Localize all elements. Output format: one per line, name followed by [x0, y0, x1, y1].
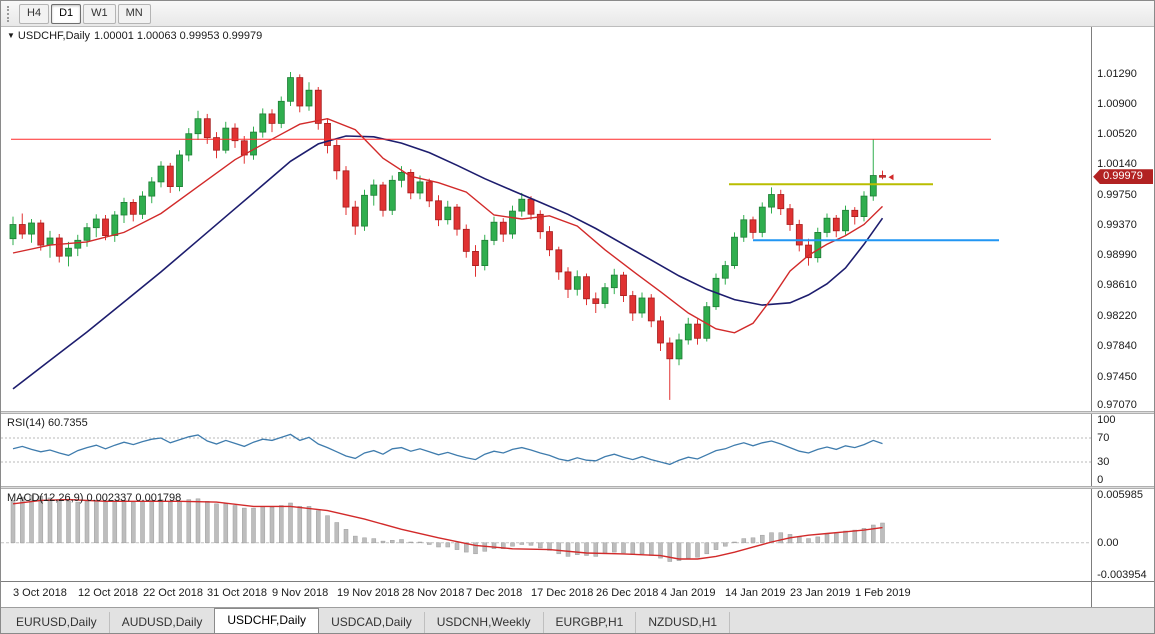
scale-label: 0.97070 — [1097, 399, 1137, 411]
chart-dropdown-icon[interactable]: ▼ — [7, 31, 15, 40]
candlestick-plot[interactable]: ▼ USDCHF,Daily 1.00001 1.00063 0.99953 0.9… — [1, 27, 1092, 411]
chart-region: ▼ USDCHF,Daily 1.00001 1.00063 0.99953 0.9… — [1, 27, 1154, 607]
rsi-pane: RSI(14) 60.7355 100 70 30 0 — [1, 414, 1154, 486]
pane-splitter-2[interactable] — [1, 486, 1154, 489]
chart-tab-usdchf-daily[interactable]: USDCHF,Daily — [214, 608, 320, 633]
scale-label: 0.99750 — [1097, 189, 1137, 202]
date-tick-label: 17 Dec 2018 — [531, 587, 594, 599]
scale-label: 0.97450 — [1097, 371, 1137, 384]
chart-tab-eurusd-daily[interactable]: EURUSD,Daily — [4, 612, 110, 633]
scale-label: 0.00 — [1097, 536, 1119, 549]
timeframe-toolbar: H4 D1 W1 MN — [1, 1, 1154, 27]
timeframe-button-w1[interactable]: W1 — [83, 3, 116, 24]
scale-label: 0.98220 — [1097, 310, 1137, 323]
date-tick-label: 14 Jan 2019 — [725, 587, 786, 599]
scale-label: 70 — [1097, 432, 1110, 444]
date-tick-label: 22 Oct 2018 — [143, 587, 203, 599]
scale-label: 1.01290 — [1097, 67, 1137, 80]
chart-tab-usdcad-daily[interactable]: USDCAD,Daily — [319, 612, 425, 633]
scale-label: 0.005985 — [1097, 489, 1143, 501]
date-labels: 3 Oct 2018 12 Oct 2018 22 Oct 2018 31 Oct 2… — [1, 582, 1091, 607]
date-tick-label: 3 Oct 2018 — [13, 587, 67, 599]
macd-scale[interactable]: 0.005985 0.00 -0.003954 — [1091, 489, 1154, 581]
pane-splitter-1[interactable] — [1, 411, 1154, 414]
chart-tab-usdcnh-weekly[interactable]: USDCNH,Weekly — [425, 612, 544, 633]
chart-tab-eurgbp-h1[interactable]: EURGBP,H1 — [544, 612, 637, 633]
date-tick-label: 7 Dec 2018 — [466, 587, 523, 599]
price-scale[interactable]: 1.01290 1.00900 1.00520 1.00140 0.99750 0.993… — [1091, 27, 1154, 411]
date-tick-label: 31 Oct 2018 — [207, 587, 267, 599]
axis-corner — [1091, 582, 1154, 607]
bottom-tab-bar: EURUSD,Daily AUDUSD,Daily USDCHF,Daily USDC… — [1, 607, 1154, 633]
scale-label: -0.003954 — [1097, 569, 1147, 581]
rsi-plot[interactable]: RSI(14) 60.7355 — [1, 414, 1092, 486]
rsi-label: RSI(14) 60.7355 — [7, 417, 88, 429]
toolbar-grip[interactable] — [7, 5, 12, 22]
chart-tab-audusd-daily[interactable]: AUDUSD,Daily — [110, 612, 216, 633]
date-tick-label: 12 Oct 2018 — [78, 587, 138, 599]
timeframe-button-h4[interactable]: H4 — [19, 3, 50, 24]
date-tick-label: 4 Jan 2019 — [661, 587, 716, 599]
current-price-badge: 0.99979 — [1093, 169, 1154, 185]
timeframe-buttons: H4 D1 W1 MN — [19, 3, 151, 24]
scale-label: 0.99370 — [1097, 219, 1137, 232]
scale-label: 100 — [1097, 414, 1116, 426]
date-tick-label: 26 Dec 2018 — [596, 587, 659, 599]
chart-tab-nzdusd-h1[interactable]: NZDUSD,H1 — [636, 612, 731, 633]
timeframe-button-d1[interactable]: D1 — [51, 3, 82, 24]
macd-label: MACD(12,26,9) 0.002337 0.001798 — [7, 492, 182, 504]
chart-symbol-label: USDCHF,Daily — [17, 30, 91, 42]
scale-label: 1.00520 — [1097, 128, 1137, 141]
scale-label: 30 — [1097, 456, 1110, 468]
chart-ohlc-values: 1.00001 1.00063 0.99953 0.99979 — [94, 30, 263, 42]
date-tick-label: 9 Nov 2018 — [272, 587, 329, 599]
macd-pane: MACD(12,26,9) 0.002337 0.001798 0.005985… — [1, 489, 1154, 581]
macd-plot[interactable]: MACD(12,26,9) 0.002337 0.001798 — [1, 489, 1092, 581]
scale-label: 0.98990 — [1097, 249, 1137, 262]
date-tick-label: 1 Feb 2019 — [855, 587, 911, 599]
scale-label: 0 — [1097, 474, 1104, 486]
date-tick-label: 19 Nov 2018 — [337, 587, 400, 599]
rsi-scale[interactable]: 100 70 30 0 — [1091, 414, 1154, 486]
chart-title: ▼ USDCHF,Daily 1.00001 1.00063 0.99953 0.9… — [7, 30, 266, 42]
timeframe-button-mn[interactable]: MN — [117, 3, 151, 24]
time-axis[interactable]: 3 Oct 2018 12 Oct 2018 22 Oct 2018 31 Oct 2… — [1, 581, 1154, 607]
scale-label: 1.00900 — [1097, 98, 1137, 111]
scale-label: 0.97840 — [1097, 340, 1137, 353]
price-pane: ▼ USDCHF,Daily 1.00001 1.00063 0.99953 0.9… — [1, 27, 1154, 411]
date-tick-label: 28 Nov 2018 — [402, 587, 465, 599]
scale-label: 0.98610 — [1097, 279, 1137, 292]
scale-label: 1.00140 — [1097, 158, 1137, 171]
date-tick-label: 23 Jan 2019 — [790, 587, 851, 599]
